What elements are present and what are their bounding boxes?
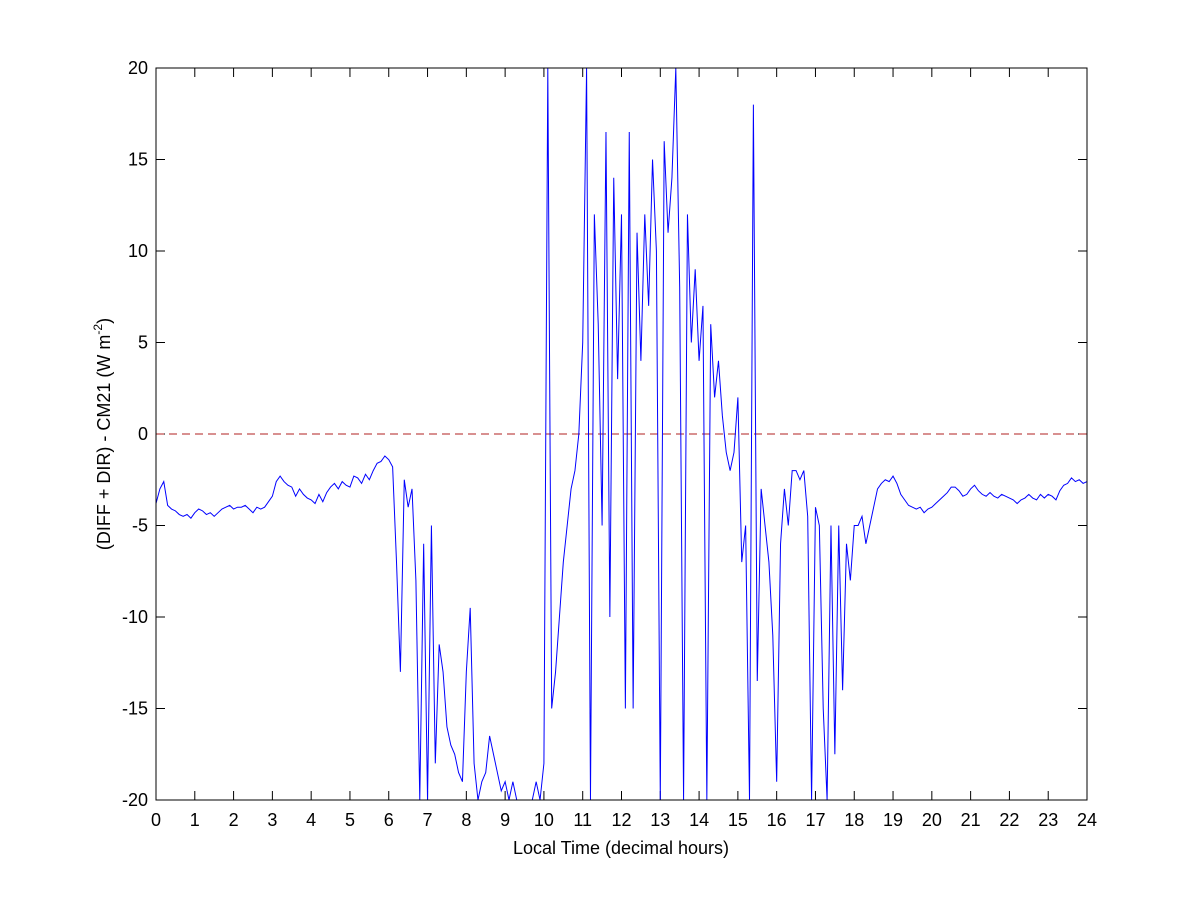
x-tick-label: 6 bbox=[384, 810, 394, 830]
x-tick-label: 14 bbox=[689, 810, 709, 830]
x-tick-label: 1 bbox=[190, 810, 200, 830]
x-tick-label: 21 bbox=[961, 810, 981, 830]
x-tick-label: 8 bbox=[461, 810, 471, 830]
x-tick-label: 22 bbox=[999, 810, 1019, 830]
y-tick-label: -10 bbox=[122, 607, 148, 627]
y-tick-label: 20 bbox=[128, 58, 148, 78]
x-tick-label: 4 bbox=[306, 810, 316, 830]
y-tick-label: -15 bbox=[122, 699, 148, 719]
x-axis-label: Local Time (decimal hours) bbox=[513, 838, 729, 858]
axes-box bbox=[155, 67, 1088, 801]
y-axis-label-sup: -2 bbox=[91, 324, 105, 335]
x-tick-label: 9 bbox=[500, 810, 510, 830]
y-tick-label: -5 bbox=[132, 516, 148, 536]
x-tick-label: 20 bbox=[922, 810, 942, 830]
x-tick-label: 23 bbox=[1038, 810, 1058, 830]
x-tick-label: 18 bbox=[844, 810, 864, 830]
y-tick-label: 15 bbox=[128, 150, 148, 170]
x-tick-label: 17 bbox=[805, 810, 825, 830]
y-axis-label: (DIFF + DIR) - CM21 (W m-2) bbox=[91, 318, 114, 550]
y-tick-label: -20 bbox=[122, 790, 148, 810]
x-tick-label: 2 bbox=[229, 810, 239, 830]
x-tick-label: 0 bbox=[151, 810, 161, 830]
x-tick-label: 15 bbox=[728, 810, 748, 830]
x-tick-label: 5 bbox=[345, 810, 355, 830]
x-tick-label: 7 bbox=[423, 810, 433, 830]
x-tick-label: 12 bbox=[611, 810, 631, 830]
x-tick-label: 11 bbox=[573, 810, 592, 830]
x-tick-label: 10 bbox=[534, 810, 554, 830]
data-line bbox=[156, 68, 1087, 800]
plot-area bbox=[156, 68, 1087, 800]
x-tick-label: 3 bbox=[267, 810, 277, 830]
x-tick-label: 24 bbox=[1077, 810, 1097, 830]
x-tick-label: 19 bbox=[883, 810, 903, 830]
y-tick-label: 10 bbox=[128, 241, 148, 261]
y-axis-label-text: (DIFF + DIR) - CM21 (W m bbox=[94, 335, 114, 550]
x-tick-label: 16 bbox=[767, 810, 787, 830]
x-tick-label: 13 bbox=[650, 810, 670, 830]
y-tick-label: 5 bbox=[138, 333, 148, 353]
y-tick-label: 0 bbox=[138, 424, 148, 444]
y-axis-label-end: ) bbox=[94, 318, 114, 324]
